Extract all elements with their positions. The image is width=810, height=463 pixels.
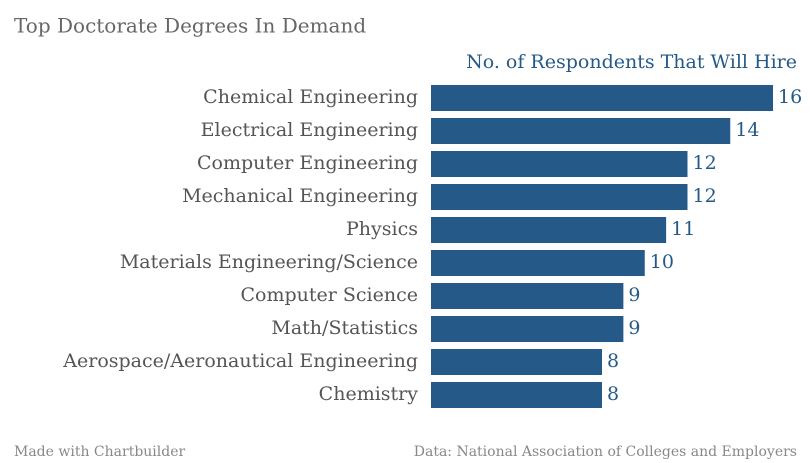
value-label: 9	[628, 284, 640, 306]
bar	[431, 316, 624, 342]
category-label: Computer Engineering	[197, 152, 418, 174]
value-label: 9	[628, 317, 640, 339]
category-label: Math/Statistics	[271, 317, 418, 339]
bar	[431, 118, 731, 144]
credit: Made with Chartbuilder	[14, 444, 186, 460]
value-label: 14	[735, 119, 759, 141]
bar	[431, 184, 688, 210]
category-label: Physics	[346, 218, 418, 240]
source: Data: National Association of Colleges a…	[414, 444, 797, 460]
value-label: 16	[778, 86, 802, 108]
chart-title: Top Doctorate Degrees In Demand	[14, 14, 366, 38]
bar	[431, 151, 688, 177]
bar	[431, 217, 667, 243]
value-label: 12	[693, 185, 717, 207]
category-label: Aerospace/Aeronautical Engineering	[62, 350, 418, 372]
category-label: Chemical Engineering	[203, 86, 418, 108]
bar	[431, 349, 602, 375]
category-label: Electrical Engineering	[201, 119, 418, 141]
bar	[431, 283, 624, 309]
bar	[431, 382, 602, 408]
value-label: 10	[650, 251, 674, 273]
bar	[431, 85, 773, 111]
category-label: Chemistry	[319, 383, 419, 405]
value-label: 8	[607, 383, 619, 405]
value-label: 12	[693, 152, 717, 174]
category-label: Computer Science	[241, 284, 419, 306]
value-label: 11	[671, 218, 695, 240]
value-label: 8	[607, 350, 619, 372]
category-label: Mechanical Engineering	[182, 185, 418, 207]
chart-subtitle: No. of Respondents That Will Hire	[466, 51, 797, 73]
category-label: Materials Engineering/Science	[120, 251, 418, 273]
bar	[431, 250, 645, 276]
